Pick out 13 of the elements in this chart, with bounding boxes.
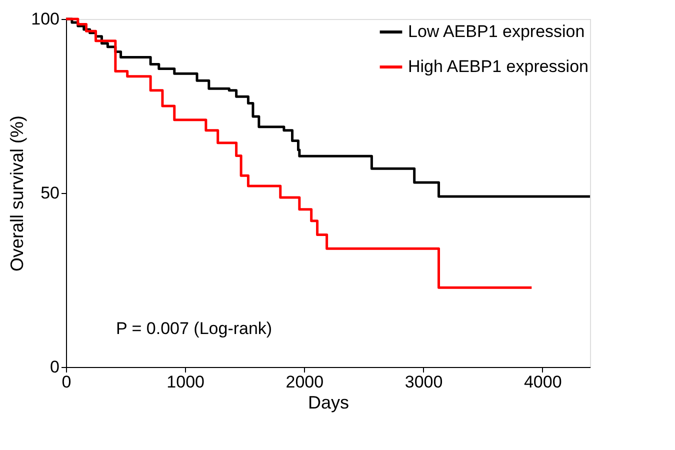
y-tick-label: 0: [50, 358, 60, 376]
x-tick-label: 1000: [166, 372, 205, 392]
legend-label: Low AEBP1 expression: [408, 22, 585, 41]
y-axis-title: Overall survival (%): [7, 115, 28, 272]
legend-label: High AEBP1 expression: [408, 57, 588, 76]
x-tick-label: 0: [62, 372, 72, 392]
annotation: P = 0.007 (Log-rank): [116, 319, 272, 338]
x-tick-label: 3000: [404, 372, 443, 392]
y-tick-label: 100: [31, 10, 60, 28]
x-axis-title: Days: [308, 392, 350, 412]
y-tick-label: 50: [40, 184, 60, 202]
x-tick-label: 2000: [286, 372, 324, 392]
x-tick-label: 4000: [524, 372, 562, 392]
